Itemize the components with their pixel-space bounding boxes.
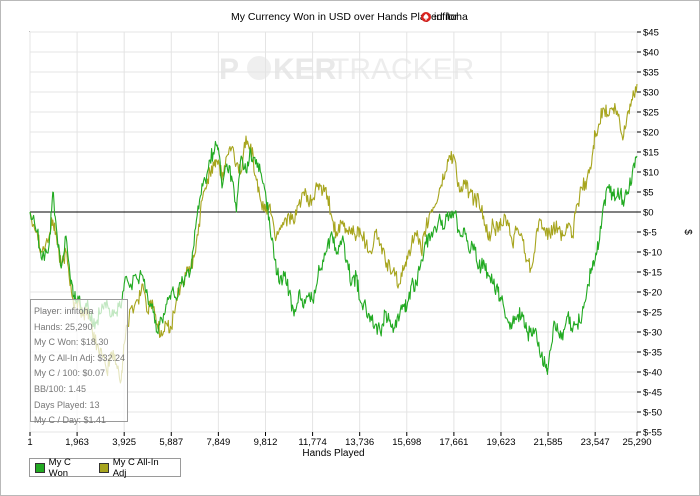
x-tick-label: 1,963: [65, 437, 89, 448]
stats-line-per-100: My C / 100: $0.07: [34, 368, 106, 379]
legend-item-won[interactable]: My C Won: [35, 457, 91, 479]
y-tick-label: $-35: [643, 347, 662, 358]
x-tick-label: 19,623: [486, 437, 515, 448]
x-tick-label: 25,290: [622, 437, 651, 448]
legend-item-allin[interactable]: My C All-In Adj: [99, 457, 172, 479]
legend-swatch-allin: [99, 462, 109, 473]
y-tick-label: $15: [643, 147, 659, 158]
y-tick-label: $0: [643, 207, 654, 218]
x-tick-label: 13,736: [345, 437, 374, 448]
x-tick-label: 11,774: [298, 437, 326, 448]
stats-box: Player: infitoha Hands: 25,290 My C Won:…: [30, 299, 128, 425]
x-tick-label: 1: [27, 437, 32, 448]
stats-line-per-day: My C / Day: $1.41: [34, 415, 107, 426]
y-tick-label: $20: [643, 127, 659, 138]
x-axis-label: Hands Played: [302, 448, 364, 459]
y-tick-label: $40: [643, 47, 659, 58]
y-axis-ticks: $45 $40 $35 $30 $25 $20 $15 $10 $5 $0 $-5 $-10 $-15 $…: [637, 27, 662, 438]
spade-icon: [421, 12, 431, 22]
y-axis-label: $: [682, 229, 693, 235]
stats-line-hands: Hands: 25,290: [34, 321, 93, 332]
y-tick-label: $-25: [643, 307, 662, 318]
x-tick-label: 3,925: [112, 437, 136, 448]
watermark-part2: KER: [273, 53, 337, 86]
y-tick-label: $-15: [643, 267, 662, 278]
series-group: [29, 83, 638, 384]
y-tick-label: $35: [643, 67, 659, 78]
y-tick-label: $-30: [643, 327, 662, 338]
x-tick-label: 23,547: [581, 437, 610, 448]
watermark-chip-icon: [247, 56, 271, 80]
legend: My C Won My C All-In Adj: [29, 457, 181, 479]
x-tick-label: 17,661: [439, 437, 468, 448]
x-tick-label: 7,849: [206, 437, 230, 448]
y-tick-label: $-40: [643, 367, 662, 378]
y-tick-label: $10: [643, 167, 659, 178]
x-tick-label: 21,585: [534, 437, 563, 448]
stats-line-player: Player: infitoha: [34, 306, 94, 316]
x-axis-ticks: 1 1,963 3,925 5,887 7,849 9,812 11,774 13,736 15…: [27, 432, 652, 448]
x-tick-label: 15,698: [392, 437, 421, 448]
x-tick-label: 9,812: [254, 437, 278, 448]
series-line-my-c-won: [29, 140, 638, 375]
watermark: P KER TRACKER: [219, 53, 474, 86]
y-tick-label: $5: [643, 187, 654, 198]
x-tick-label: 5,887: [159, 437, 183, 448]
player-name: infitoha: [434, 11, 468, 23]
stats-line-won: My C Won: $18.30: [34, 337, 109, 348]
legend-swatch-won: [35, 462, 45, 473]
y-tick-label: $-50: [643, 407, 662, 418]
stats-line-bb100: BB/100: 1.45: [34, 383, 87, 394]
y-tick-label: $-5: [643, 227, 657, 238]
watermark-part1: P: [219, 53, 239, 86]
stats-line-days: Days Played: 13: [34, 399, 100, 410]
y-tick-label: $-10: [643, 247, 662, 258]
watermark-part3: TRACKER: [331, 53, 474, 86]
y-tick-label: $-20: [643, 287, 662, 298]
series-line-my-c-all-in-adj: [29, 83, 638, 384]
chart-title: My Currency Won in USD over Hands Played…: [231, 11, 458, 23]
y-tick-label: $-45: [643, 387, 662, 398]
legend-label-won: My C Won: [48, 456, 71, 479]
y-tick-label: $25: [643, 107, 659, 118]
stats-line-allin-adj: My C All-In Adj: $32.24: [34, 352, 126, 363]
legend-label-allin: My C All-In Adj: [112, 456, 159, 479]
y-tick-label: $-55: [643, 427, 662, 438]
y-tick-label: $30: [643, 87, 659, 98]
y-tick-label: $45: [643, 27, 659, 38]
